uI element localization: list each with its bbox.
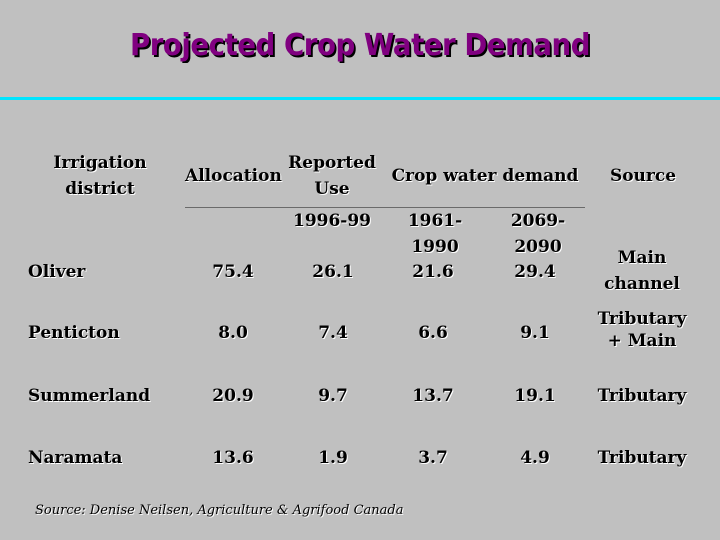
header-demand: Crop water demand [391,166,579,186]
title-divider [0,97,720,100]
row-district: Summerland [28,386,151,406]
row-allocation: 8.0 [218,323,248,343]
row-reported: 9.7 [318,386,348,406]
row-source: Tributary + Main [597,309,687,352]
header-allocation: Allocation [185,166,282,186]
row-demand-2069: 9.1 [520,323,550,343]
header-reported: Reported Use [288,153,376,200]
row-source: Tributary [597,386,687,406]
row-demand-1961: 21.6 [412,262,454,282]
row-district: Naramata [28,448,123,468]
row-demand-1961: 13.7 [412,386,454,406]
row-source: Main channel [604,248,680,295]
row-reported: 26.1 [312,262,354,282]
header-divider [185,207,585,208]
row-reported: 7.4 [318,323,348,343]
row-demand-2069: 29.4 [514,262,556,282]
row-demand-2069: 19.1 [514,386,556,406]
header-demand-p2: 2069-2090 [510,211,566,258]
row-district: Penticton [28,323,120,343]
row-source: Tributary [597,448,687,468]
row-district: Oliver [28,262,86,282]
row-demand-1961: 3.7 [418,448,448,468]
row-allocation: 13.6 [212,448,254,468]
row-demand-2069: 4.9 [520,448,550,468]
row-reported: 1.9 [318,448,348,468]
slide-title: Projected Crop Water Demand [129,28,591,63]
header-reported-period: 1996-99 [292,211,372,231]
row-allocation: 75.4 [212,262,254,282]
row-demand-1961: 6.6 [418,323,448,343]
source-footnote: Source: Denise Neilsen, Agriculture & Ag… [35,503,404,518]
row-allocation: 20.9 [212,386,254,406]
header-district: Irrigation district [53,153,147,200]
header-demand-p1: 1961-1990 [407,211,463,258]
header-source: Source [609,166,677,186]
